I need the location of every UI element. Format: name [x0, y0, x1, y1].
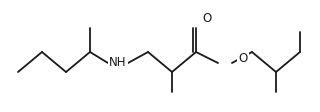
Text: O: O — [238, 52, 248, 65]
Text: NH: NH — [109, 56, 127, 70]
Text: O: O — [202, 12, 212, 25]
